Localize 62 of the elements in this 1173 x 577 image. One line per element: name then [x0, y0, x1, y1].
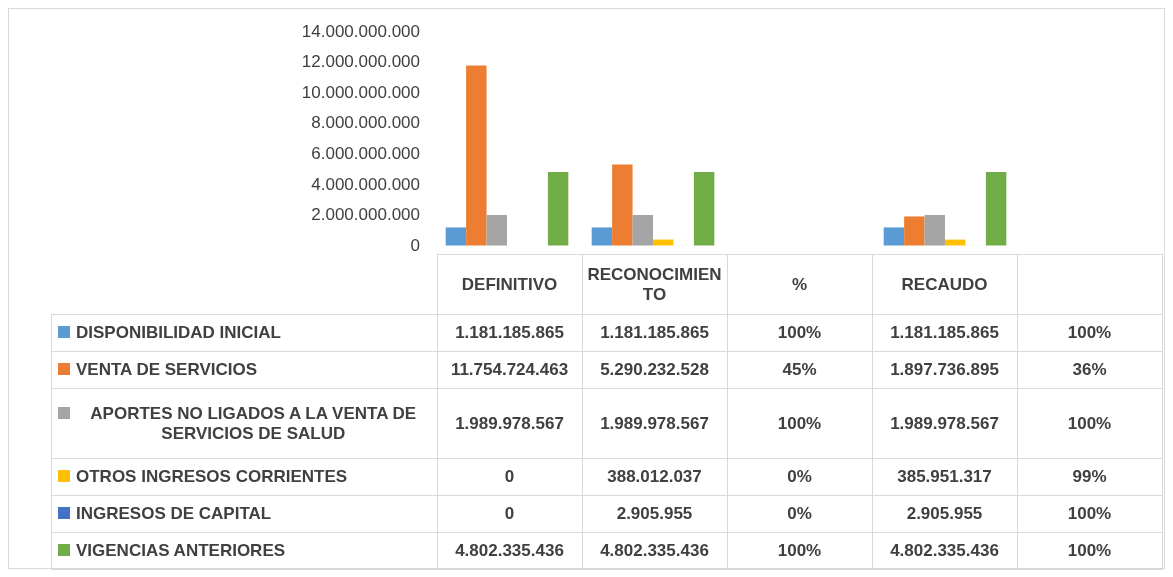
data-label: 1.989.978.567 — [437, 388, 582, 459]
x-tick-label: RECONOCIMIENTO — [582, 254, 727, 315]
y-tick-label: 6.000.000.000 — [311, 144, 420, 164]
legend-label: DISPONIBILIDAD INICIAL — [76, 323, 282, 343]
data-label: 4.802.335.436 — [437, 532, 582, 570]
data-label: 0 — [437, 495, 582, 533]
data-label: 1.181.185.865 — [437, 314, 582, 352]
bar — [653, 239, 674, 246]
y-tick-label: 4.000.000.000 — [311, 174, 420, 194]
y-tick-label: 12.000.000.000 — [301, 52, 420, 72]
data-label: 388.012.037 — [582, 458, 727, 496]
data-label: 100% — [727, 314, 872, 352]
data-label: 100% — [1017, 532, 1162, 570]
y-tick-label: 10.000.000.000 — [301, 82, 420, 102]
data-label: 385.951.317 — [872, 458, 1017, 496]
x-tick-label: RECAUDO — [872, 254, 1017, 315]
bar — [486, 215, 507, 246]
data-label: 2.905.955 — [872, 495, 1017, 533]
data-label: 100% — [727, 532, 872, 570]
data-label: 0% — [727, 458, 872, 496]
legend-label: VENTA DE SERVICIOS — [76, 360, 259, 380]
legend-label: INGRESOS DE CAPITAL — [76, 504, 273, 524]
data-label: 100% — [1017, 314, 1162, 352]
legend-label: OTROS INGRESOS CORRIENTES — [76, 467, 349, 487]
bar — [547, 171, 569, 246]
bar — [466, 65, 487, 246]
y-tick-label: 2.000.000.000 — [311, 205, 420, 225]
data-label: 1.989.978.567 — [872, 388, 1017, 459]
data-label: 45% — [727, 351, 872, 389]
bar — [883, 227, 905, 246]
bar — [445, 227, 467, 246]
legend-label: APORTES NO LIGADOS A LA VENTA DE SERVICIOS DE SALUD — [89, 403, 418, 444]
bar — [693, 171, 715, 246]
data-label: 5.290.232.528 — [582, 351, 727, 389]
bar — [591, 227, 613, 246]
data-label: 36% — [1017, 351, 1162, 389]
bar — [924, 215, 945, 246]
data-label: 100% — [1017, 495, 1162, 533]
x-tick-label: % — [727, 254, 872, 315]
data-label: 99% — [1017, 458, 1162, 496]
y-tick-label: 14.000.000.000 — [301, 21, 420, 41]
data-label: 1.897.736.895 — [872, 351, 1017, 389]
data-label: 2.905.955 — [582, 495, 727, 533]
data-label: 100% — [1017, 388, 1162, 459]
bar — [904, 216, 925, 246]
data-label: 1.989.978.567 — [582, 388, 727, 459]
bar — [612, 164, 633, 246]
data-label: 4.802.335.436 — [582, 532, 727, 570]
x-tick-label: DEFINITIVO — [437, 254, 582, 315]
y-tick-label: 8.000.000.000 — [311, 113, 420, 133]
data-label: 0 — [437, 458, 582, 496]
data-label: 1.181.185.865 — [582, 314, 727, 352]
data-label: 1.181.185.865 — [872, 314, 1017, 352]
bar — [945, 239, 966, 246]
bar — [632, 215, 653, 246]
data-label: 11.754.724.463 — [437, 351, 582, 389]
legend-label: VIGENCIAS ANTERIORES — [76, 541, 287, 561]
data-label: 100% — [727, 388, 872, 459]
y-tick-label: 0 — [410, 236, 420, 255]
bar — [985, 171, 1007, 246]
data-label: 4.802.335.436 — [872, 532, 1017, 570]
data-label: 0% — [727, 495, 872, 533]
